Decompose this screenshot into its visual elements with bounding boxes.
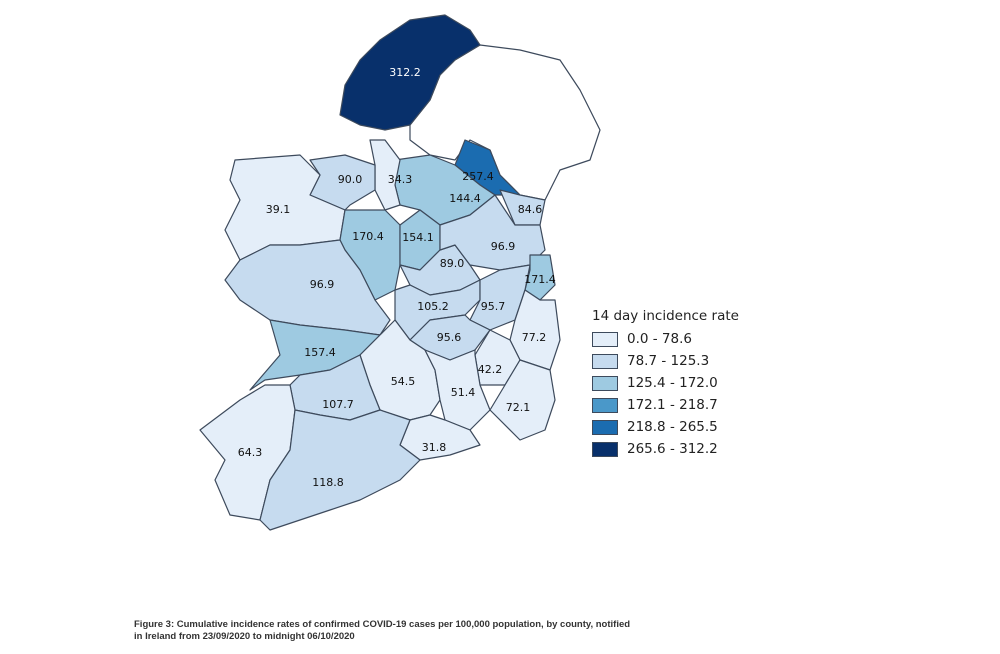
legend-item: 0.0 - 78.6 [592,328,739,350]
county-value-label: 90.0 [338,173,363,186]
county-region [499,189,546,226]
legend-label: 218.8 - 265.5 [627,419,718,435]
county-value-label: 77.2 [522,331,547,344]
county-value-label: 89.0 [440,257,465,270]
legend-swatch [592,331,618,347]
legend-title: 14 day incidence rate [592,308,739,324]
county-value-label: 257.4 [462,170,494,183]
legend-item: 265.6 - 312.2 [592,438,739,460]
legend-swatch [592,419,618,435]
county-region [259,409,421,531]
county-value-label: 171.4 [524,273,556,286]
caption-line-2: in Ireland from 23/09/2020 to midnight 0… [134,631,355,642]
county-region [489,359,556,441]
county-value-label: 42.2 [478,363,503,376]
legend-label: 172.1 - 218.7 [627,397,718,413]
county-region [339,14,481,131]
legend-item: 78.7 - 125.3 [592,350,739,372]
county-value-label: 96.9 [491,240,516,253]
legend-swatch [592,353,618,369]
county-value-label: 118.8 [312,476,344,489]
county-value-label: 95.6 [437,331,462,344]
county-value-label: 64.3 [238,446,263,459]
figure-caption: Figure 3: Cumulative incidence rates of … [134,619,630,643]
legend-label: 78.7 - 125.3 [627,353,710,369]
legend-item: 172.1 - 218.7 [592,394,739,416]
county-value-label: 39.1 [266,203,291,216]
county-value-label: 96.9 [310,278,335,291]
county-value-label: 95.7 [481,300,506,313]
legend-label: 265.6 - 312.2 [627,441,718,457]
county-value-label: 31.8 [422,441,447,454]
county-value-label: 157.4 [304,346,336,359]
county-value-label: 312.2 [389,66,421,79]
county-value-label: 51.4 [451,386,476,399]
county-value-label: 84.6 [518,203,543,216]
caption-line-1: Figure 3: Cumulative incidence rates of … [134,619,631,630]
county-value-label: 144.4 [449,192,481,205]
county-value-label: 105.2 [417,300,449,313]
legend: 14 day incidence rate 0.0 - 78.6 78.7 - 1… [592,308,739,460]
county-value-label: 154.1 [402,231,434,244]
legend-item: 218.8 - 265.5 [592,416,739,438]
county-value-label: 72.1 [506,401,531,414]
legend-swatch [592,397,618,413]
legend-swatch [592,441,618,457]
legend-item: 125.4 - 172.0 [592,372,739,394]
county-value-label: 107.7 [322,398,354,411]
county-value-label: 34.3 [388,173,413,186]
legend-label: 0.0 - 78.6 [627,331,692,347]
legend-label: 125.4 - 172.0 [627,375,718,391]
county-value-label: 170.4 [352,230,384,243]
county-region [224,239,391,336]
legend-swatch [592,375,618,391]
county-value-label: 54.5 [391,375,416,388]
